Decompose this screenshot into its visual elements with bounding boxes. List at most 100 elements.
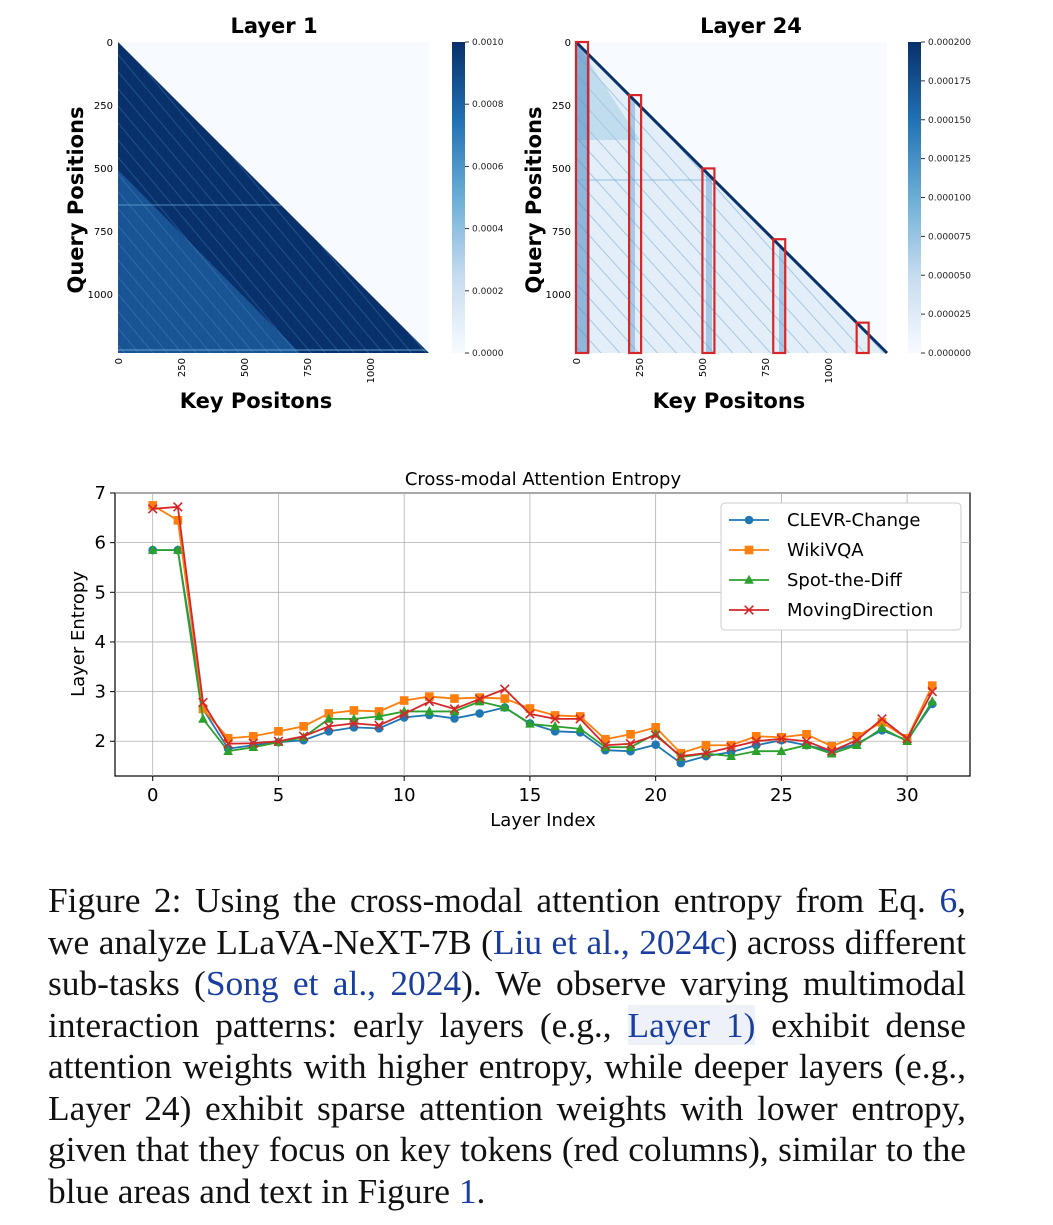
- heatmap-1-xtick: 250: [177, 358, 188, 377]
- legend-marker-spot-the-diff: [744, 574, 754, 584]
- chart-ytick-label: 7: [95, 483, 106, 504]
- data-point-movingdirection: [675, 751, 686, 762]
- data-point-movingdirection: [650, 730, 661, 741]
- data-point-movingdirection: [751, 736, 762, 747]
- heatmap-2-xtick: 500: [698, 358, 709, 377]
- heatmap-layer-24: Layer 24 0 250 500 750 1000 0 250 500 75…: [522, 14, 971, 413]
- data-point-movingdirection: [927, 686, 938, 697]
- data-point-spot-the-diff: [198, 713, 208, 723]
- data-point-movingdirection: [575, 714, 586, 724]
- figure-caption: Figure 2: Using the cross-modal attentio…: [48, 880, 966, 1212]
- caption-ref-eq[interactable]: 6: [939, 880, 958, 920]
- data-point-movingdirection: [349, 718, 359, 729]
- colorbar-tick-label: 0.0002: [472, 287, 504, 297]
- heatmap-layer-1: Layer 1 0 250 500 750 1000 0 250 500 750…: [64, 14, 504, 413]
- data-point-wikivqa: [575, 712, 585, 721]
- heatmap-1-xtick: 750: [303, 358, 314, 377]
- caption-text-6: .: [476, 1170, 486, 1211]
- caption-ref-layer1[interactable]: Layer 1): [627, 1004, 756, 1045]
- data-point-spot-the-diff: [726, 750, 736, 760]
- data-point-spot-the-diff: [801, 739, 812, 750]
- data-point-spot-the-diff: [499, 702, 510, 712]
- colorbar-tick-label: 0.000000: [928, 349, 971, 359]
- chart-series-group: [147, 501, 938, 768]
- data-point-wikivqa: [223, 733, 233, 743]
- figure-panels: Layer 1 0 250 500 750 1000 0 250 500 750…: [64, 14, 971, 831]
- red-attention-column-box: [772, 238, 787, 355]
- heatmap-2-yticks: 0 250 500 750 1000: [546, 38, 571, 301]
- data-point-wikivqa: [525, 704, 535, 713]
- legend-marker-movingdirection: [744, 605, 754, 615]
- heatmap-2-xtick: 250: [635, 358, 646, 377]
- caption-ref-song[interactable]: Song et al., 2024: [205, 963, 462, 1003]
- colorbar-tick-label: 0.0008: [472, 100, 504, 110]
- data-point-spot-the-diff: [902, 735, 912, 746]
- caption-text-2: , we analyze LLaVA-NeXT-7B (: [48, 880, 966, 962]
- entropy-line-chart: Cross-modal Attention Entropy 0 5 10 15 20 25…: [68, 469, 971, 831]
- data-point-movingdirection: [550, 714, 560, 724]
- data-point-wikivqa: [626, 729, 635, 739]
- data-point-wikivqa: [877, 718, 887, 727]
- caption-ref-liu[interactable]: Liu et al., 2024c: [492, 921, 726, 962]
- data-point-clevr-change: [374, 724, 384, 733]
- caption-text-5: exhibit dense attention weights with hig…: [48, 1004, 966, 1211]
- caption-text-3: ) across different sub-tasks (: [48, 921, 966, 1004]
- heatmap-1-colorbar: [452, 42, 465, 353]
- chart-ytick-label: 3: [95, 682, 106, 703]
- data-point-spot-the-diff: [223, 745, 233, 755]
- data-point-movingdirection: [801, 736, 812, 747]
- data-point-movingdirection: [424, 696, 435, 707]
- heatmap-1-ytick: 500: [94, 164, 113, 175]
- colorbar-tick-label: 0.000200: [928, 38, 971, 48]
- data-point-movingdirection: [449, 704, 460, 714]
- data-point-wikivqa: [198, 704, 208, 714]
- chart-legend: CLEVR-Change WikiVQA Spot-the-Diff MovingDi…: [720, 502, 962, 631]
- data-point-wikivqa: [425, 692, 434, 701]
- data-point-movingdirection: [851, 735, 862, 746]
- heatmap-1-yticks: 0 250 500 750 1000: [88, 38, 113, 301]
- caption-ref-figure[interactable]: 1: [458, 1170, 477, 1211]
- heatmap-1-xtick: 0: [114, 358, 125, 364]
- data-point-spot-the-diff: [323, 713, 334, 723]
- legend-label-spot-the-diff: Spot-the-Diff: [787, 570, 902, 591]
- chart-xtick-label: 20: [644, 785, 667, 806]
- chart-xtick-label: 30: [896, 785, 919, 806]
- heatmap-2-colorbar: [908, 42, 921, 353]
- chart-xtick-label: 10: [393, 785, 416, 806]
- data-point-wikivqa: [777, 732, 786, 742]
- legend-marker-wikivqa: [744, 545, 754, 555]
- heatmap-2-diagonal: [574, 40, 889, 355]
- data-point-spot-the-diff: [449, 706, 460, 716]
- data-point-movingdirection: [826, 746, 837, 757]
- data-point-wikivqa: [550, 711, 560, 720]
- legend-frame: [720, 502, 962, 631]
- heatmap-2-ytick: 500: [552, 164, 571, 175]
- data-point-wikivqa: [399, 696, 409, 705]
- data-point-wikivqa: [701, 740, 711, 750]
- data-point-movingdirection: [374, 720, 384, 731]
- data-point-movingdirection: [248, 738, 259, 749]
- legend-marker-clevr-change: [744, 515, 754, 525]
- data-point-wikivqa: [726, 740, 736, 750]
- heatmap-2-xtick: 0: [572, 358, 583, 364]
- data-point-movingdirection: [701, 748, 711, 759]
- data-point-spot-the-diff: [374, 711, 384, 721]
- data-point-spot-the-diff: [474, 696, 485, 706]
- data-point-wikivqa: [651, 723, 660, 732]
- caption-text-1: Using the cross-modal attention entropy …: [195, 880, 926, 920]
- colorbar-tick-label: 0.000100: [928, 194, 971, 204]
- data-point-spot-the-diff: [575, 723, 586, 733]
- data-point-movingdirection: [902, 733, 912, 744]
- heatmap-1-colorbar-ticks: 0.0010 0.0008 0.0006 0.0004 0.0002 0.0000: [465, 38, 504, 359]
- data-point-movingdirection: [273, 736, 284, 747]
- data-point-clevr-change: [475, 709, 484, 718]
- data-point-spot-the-diff: [625, 741, 636, 752]
- data-point-wikivqa: [173, 516, 183, 525]
- chart-xlabel: Layer Index: [490, 810, 596, 831]
- data-point-spot-the-diff: [173, 544, 183, 554]
- chart-xtick-label: 0: [147, 785, 158, 806]
- chart-ticks: 0 5 10 15 20 25 30 2 3 4 5 6 7: [95, 483, 919, 806]
- data-point-wikivqa: [751, 731, 761, 741]
- series-line-movingdirection: [152, 505, 934, 758]
- heatmap-1-ylabel: Query Positions: [64, 106, 88, 293]
